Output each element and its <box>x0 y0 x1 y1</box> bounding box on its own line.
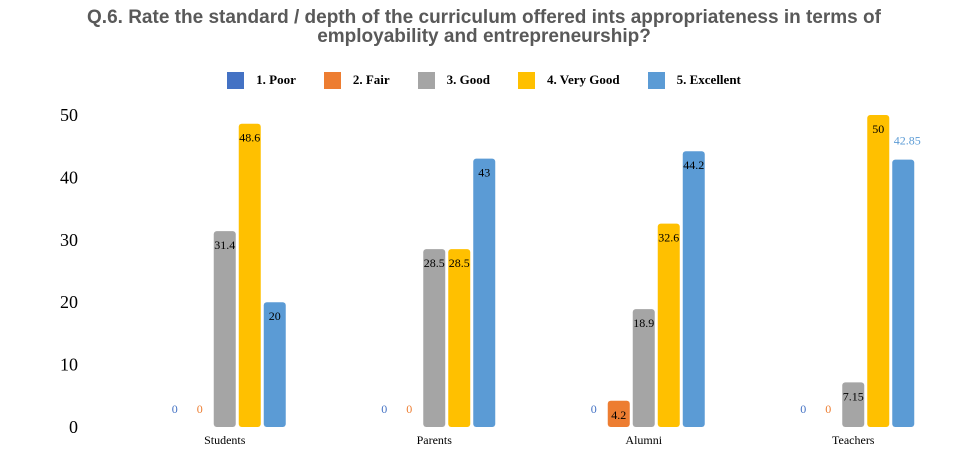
data-label-students-2-fair: 0 <box>197 402 203 416</box>
data-label-alumni-5-excellent: 44.2 <box>683 158 704 172</box>
legend-item-poor: 1. Poor <box>227 71 296 89</box>
chart-legend: 1. Poor 2. Fair 3. Good 4. Very Good 5. … <box>0 70 968 90</box>
data-label-alumni-1-poor: 0 <box>591 402 597 416</box>
y-tick-label: 10 <box>60 355 78 375</box>
data-label-students-4-very-good: 48.6 <box>239 131 260 145</box>
legend-swatch-fair <box>323 71 341 89</box>
data-label-parents-2-fair: 0 <box>406 402 412 416</box>
bar-parents-4-very-good <box>448 249 471 427</box>
legend-label-fair: 2. Fair <box>352 72 390 87</box>
chart-title-line-2: employability and entrepreneurship? <box>317 26 651 47</box>
legend-label-very-good: 4. Very Good <box>547 72 620 87</box>
x-category-label-teachers: Teachers <box>832 433 875 447</box>
data-label-teachers-4-very-good: 50 <box>872 122 884 136</box>
data-label-students-3-good: 31.4 <box>214 238 235 252</box>
legend-swatch-very-good <box>518 71 536 89</box>
y-tick-label: 50 <box>60 105 78 125</box>
bar-teachers-3-good <box>842 382 865 427</box>
data-label-teachers-5-excellent: 42.85 <box>894 134 921 148</box>
bar-teachers-5-excellent <box>892 159 915 427</box>
legend-item-excellent: 5. Excellent <box>647 71 741 89</box>
data-label-parents-1-poor: 0 <box>381 402 387 416</box>
y-tick-label: 30 <box>60 230 78 250</box>
legend-item-fair: 2. Fair <box>323 71 390 89</box>
x-category-label-parents: Parents <box>417 433 453 447</box>
bar-parents-3-good <box>423 249 446 427</box>
bar-students-3-good <box>213 231 236 427</box>
data-label-teachers-1-poor: 0 <box>800 402 806 416</box>
x-category-label-alumni: Alumni <box>625 433 662 447</box>
chart-title-line-1: Q.6. Rate the standard / depth of the cu… <box>87 7 881 28</box>
data-label-alumni-2-fair: 4.2 <box>611 408 626 422</box>
bar-parents-5-excellent <box>473 158 496 427</box>
data-label-students-5-excellent: 20 <box>269 309 281 323</box>
legend-label-poor: 1. Poor <box>256 72 296 87</box>
legend-swatch-good <box>417 71 435 89</box>
data-label-teachers-2-fair: 0 <box>825 402 831 416</box>
y-tick-label: 40 <box>60 167 78 187</box>
legend-item-very-good: 4. Very Good <box>518 71 620 89</box>
y-tick-label: 0 <box>69 417 78 437</box>
bar-alumni-2-fair <box>607 400 630 427</box>
bar-alumni-5-excellent <box>682 151 705 427</box>
data-label-alumni-3-good: 18.9 <box>633 316 654 330</box>
bar-alumni-3-good <box>632 309 655 427</box>
bar-students-4-very-good <box>238 123 261 428</box>
legend-swatch-poor <box>227 71 245 89</box>
data-label-alumni-4-very-good: 32.6 <box>658 231 679 245</box>
bar-alumni-4-very-good <box>657 223 680 427</box>
data-label-teachers-3-good: 7.15 <box>843 389 864 403</box>
data-label-parents-5-excellent: 43 <box>478 166 490 180</box>
legend-label-good: 3. Good <box>446 72 491 87</box>
data-label-parents-3-good: 28.5 <box>424 256 445 270</box>
y-tick-label: 20 <box>60 292 78 312</box>
bar-teachers-4-very-good <box>867 115 890 427</box>
data-label-students-1-poor: 0 <box>172 402 178 416</box>
chart-title: Q.6. Rate the standard / depth of the cu… <box>0 8 968 46</box>
legend-item-good: 3. Good <box>417 71 491 89</box>
bar-students-5-excellent <box>263 302 286 427</box>
legend-label-excellent: 5. Excellent <box>676 72 741 87</box>
data-label-parents-4-very-good: 28.5 <box>449 256 470 270</box>
x-category-label-students: Students <box>204 433 246 447</box>
legend-swatch-excellent <box>647 71 665 89</box>
